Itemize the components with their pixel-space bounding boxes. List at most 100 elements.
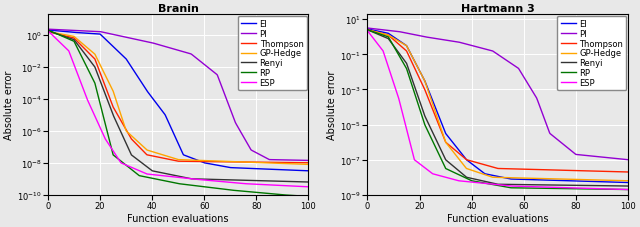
GP-Hedge: [489, 176, 497, 179]
Line: Renyi: Renyi: [367, 31, 628, 186]
Thompson: [504, 168, 512, 170]
GP-Hedge: [305, 163, 312, 166]
GP-Hedge: [518, 177, 526, 180]
EI: [305, 170, 312, 173]
RP: [364, 29, 371, 32]
Y-axis label: Absolute error: Absolute error: [328, 70, 337, 139]
PI: [168, 48, 175, 51]
ESP: [504, 185, 512, 187]
PI: [305, 159, 312, 162]
Renyi: [504, 183, 512, 186]
Renyi: [305, 181, 312, 184]
PI: [258, 154, 266, 157]
Line: ESP: ESP: [367, 32, 628, 190]
PI: [518, 74, 526, 77]
Renyi: [577, 184, 585, 187]
PI: [618, 158, 625, 161]
EI: [487, 174, 495, 177]
Thompson: [185, 160, 193, 163]
EI: [170, 131, 177, 134]
PI: [577, 154, 585, 157]
Thompson: [199, 160, 207, 163]
ESP: [364, 30, 371, 33]
ESP: [489, 183, 497, 186]
ESP: [199, 179, 207, 181]
Line: Thompson: Thompson: [367, 31, 628, 172]
ESP: [258, 183, 266, 186]
RP: [518, 187, 526, 190]
EI: [518, 178, 526, 181]
Thompson: [364, 29, 371, 32]
EI: [624, 181, 632, 184]
EI: [199, 161, 207, 164]
EI: [364, 28, 371, 31]
RP: [577, 188, 585, 190]
ESP: [305, 186, 312, 188]
GP-Hedge: [44, 31, 52, 34]
EI: [298, 169, 306, 172]
RP: [185, 184, 193, 186]
ESP: [170, 176, 177, 178]
Renyi: [518, 183, 526, 186]
Renyi: [618, 185, 625, 188]
RP: [618, 188, 625, 191]
Renyi: [489, 182, 497, 185]
Thompson: [298, 162, 306, 164]
Line: RP: RP: [48, 31, 308, 197]
RP: [624, 188, 632, 191]
Line: Renyi: Renyi: [48, 32, 308, 182]
Thompson: [168, 159, 175, 162]
RP: [168, 181, 175, 184]
RP: [504, 186, 512, 189]
Line: GP-Hedge: GP-Hedge: [48, 32, 308, 165]
GP-Hedge: [577, 178, 585, 181]
Thompson: [487, 165, 495, 168]
EI: [258, 168, 266, 170]
ESP: [577, 187, 585, 190]
Legend: EI, PI, Thompson, GP-Hedge, Renyi, RP, ESP: EI, PI, Thompson, GP-Hedge, Renyi, RP, E…: [557, 17, 627, 91]
RP: [258, 192, 266, 194]
GP-Hedge: [170, 157, 177, 160]
Y-axis label: Absolute error: Absolute error: [4, 70, 14, 139]
GP-Hedge: [487, 176, 495, 178]
Line: PI: PI: [48, 30, 308, 161]
PI: [504, 61, 512, 64]
Renyi: [624, 185, 632, 188]
EI: [489, 174, 497, 177]
PI: [487, 50, 495, 53]
EI: [44, 30, 52, 32]
Title: Branin: Branin: [157, 4, 198, 14]
Renyi: [170, 174, 177, 177]
X-axis label: Function evaluations: Function evaluations: [127, 213, 229, 223]
ESP: [618, 188, 625, 191]
Title: Hartmann 3: Hartmann 3: [461, 4, 534, 14]
Renyi: [298, 181, 306, 183]
RP: [487, 183, 495, 186]
GP-Hedge: [168, 157, 175, 159]
RP: [298, 195, 306, 197]
GP-Hedge: [258, 162, 266, 164]
Renyi: [258, 180, 266, 182]
Thompson: [518, 168, 526, 171]
EI: [504, 177, 512, 180]
Line: GP-Hedge: GP-Hedge: [367, 31, 628, 181]
PI: [489, 50, 497, 53]
GP-Hedge: [185, 159, 193, 162]
PI: [185, 53, 193, 55]
Thompson: [624, 171, 632, 174]
Renyi: [487, 182, 495, 184]
RP: [305, 195, 312, 198]
Thompson: [618, 171, 625, 173]
ESP: [298, 185, 306, 188]
EI: [618, 181, 625, 184]
Thompson: [489, 166, 497, 169]
RP: [44, 30, 52, 32]
PI: [44, 29, 52, 31]
GP-Hedge: [624, 180, 632, 182]
Line: Thompson: Thompson: [48, 32, 308, 163]
Legend: EI, PI, Thompson, GP-Hedge, Renyi, RP, ESP: EI, PI, Thompson, GP-Hedge, Renyi, RP, E…: [238, 17, 307, 91]
RP: [199, 185, 207, 188]
Renyi: [168, 174, 175, 176]
GP-Hedge: [504, 177, 512, 179]
ESP: [487, 183, 495, 186]
